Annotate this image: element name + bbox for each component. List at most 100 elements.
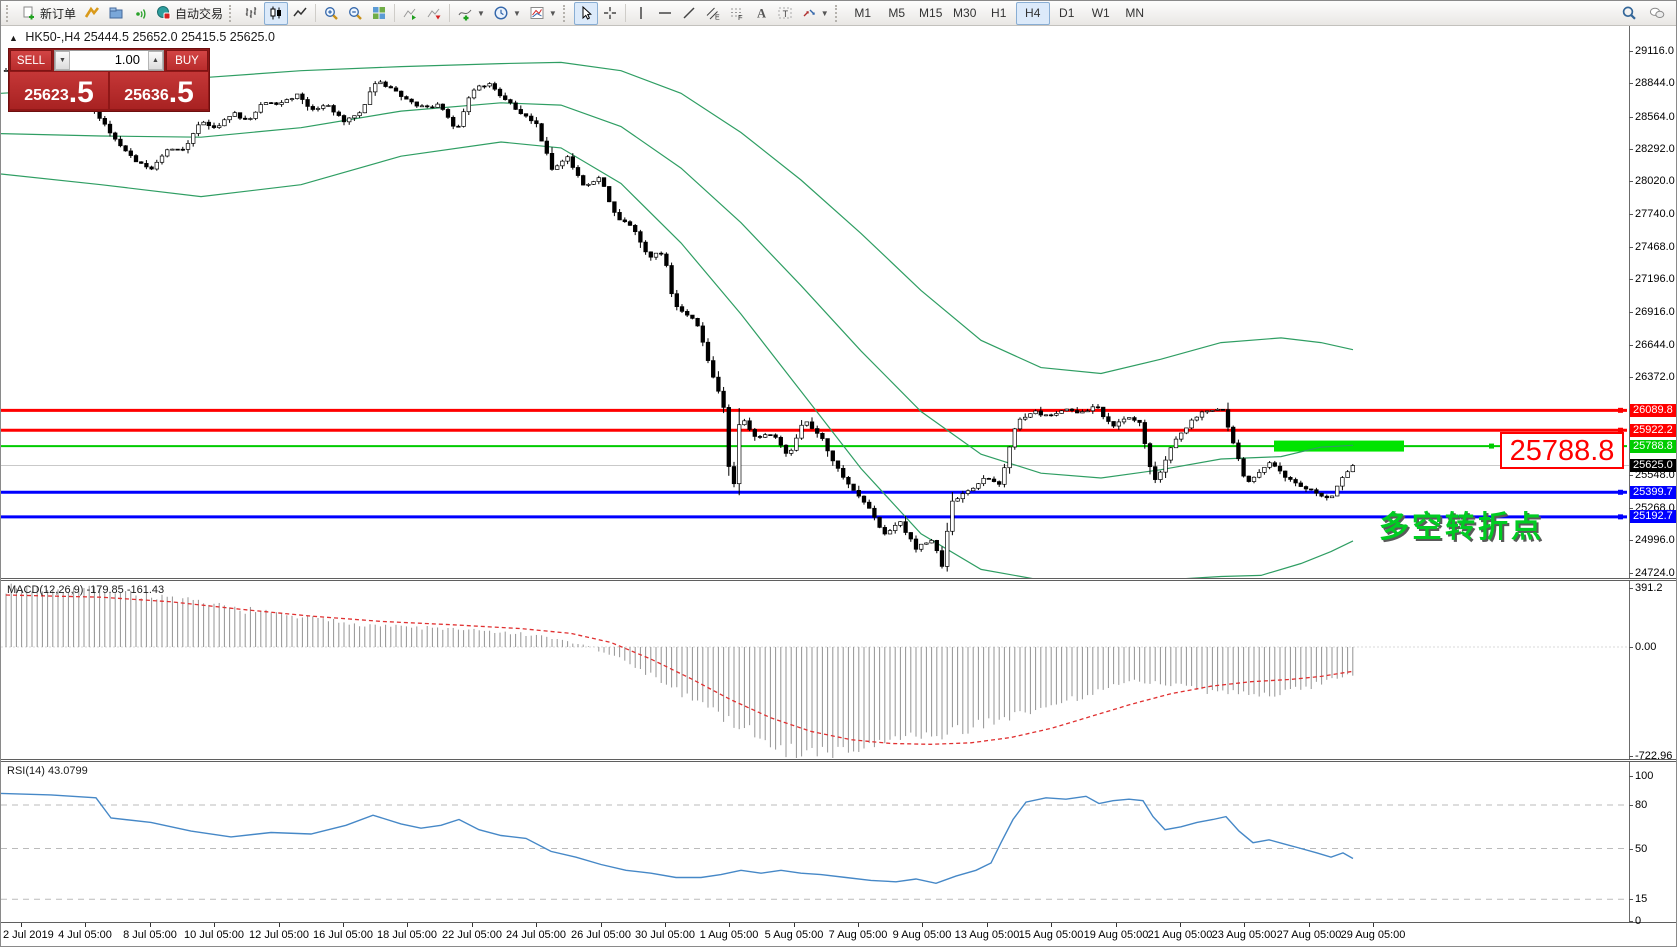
price-axis-label: 29116.0 [1635,45,1674,57]
timeframe-h4[interactable]: H4 [1015,1,1050,25]
price-axis-label: 26372.0 [1635,370,1675,383]
arrows-button[interactable]: ▼ [797,2,833,25]
time-axis-tick [214,923,215,927]
timeframe-mn[interactable]: MN [1125,6,1145,20]
fibonacci-button[interactable]: F [725,2,749,25]
line-chart-button[interactable] [288,2,312,25]
annotation-text[interactable]: 多空转折点 [1379,511,1544,544]
time-axis-tick [729,923,730,927]
zoom-out-button[interactable] [343,2,367,25]
chevron-down-icon[interactable]: ▼ [477,8,485,18]
tile-windows-button[interactable] [367,2,391,25]
timeframe-h1[interactable]: H1 [991,6,1007,20]
zoom-in-icon [323,5,339,21]
price-axis-tick [1629,246,1633,248]
chevron-down-icon[interactable]: ▼ [512,8,521,18]
macd-signal-line [5,594,1354,745]
crosshair-button[interactable] [598,2,622,25]
time-axis-tick [279,923,280,927]
new-order-button[interactable]: 新订单 [17,2,80,25]
rsi-line [1,792,1354,885]
time-axis-tick [922,923,923,927]
auto-trading-button[interactable]: 自动交易 [152,2,227,25]
macd-axis-label: 0.00 [1635,641,1657,653]
auto-scroll-icon [426,5,442,21]
rsi-indicator-panel[interactable] [1,762,1629,922]
toolbar-grip[interactable] [834,4,842,22]
auto-scroll-button[interactable] [422,2,446,25]
macd-indicator-panel[interactable] [1,581,1629,758]
vertical-line-button[interactable] [629,2,653,25]
line-handle[interactable] [1618,407,1623,413]
chevron-down-icon[interactable]: ▼ [548,8,557,18]
time-axis-label: 12 Jul 05:00 [249,929,309,941]
signals-button[interactable] [128,2,152,25]
chevron-down-icon[interactable]: ▼ [820,8,829,18]
periods-button[interactable]: ▼ [489,2,525,25]
candlestick-chart-area[interactable] [1,26,1629,578]
chart-shift-button[interactable] [398,2,422,25]
templates-button[interactable]: ▼ [525,2,561,25]
new-chart-button[interactable] [80,2,104,25]
candlestick-icon [268,5,284,21]
new-order-icon [21,5,37,21]
buy-price-button[interactable]: 25636.5 [110,72,208,109]
equidistant-channel-button[interactable]: E [701,2,725,25]
sell-button[interactable]: SELL [10,50,52,71]
chat-button[interactable] [1645,2,1669,25]
toolbar-grip[interactable] [562,4,570,22]
zoom-in-button[interactable] [319,2,343,25]
cursor-button[interactable] [573,1,598,25]
line-handle[interactable] [1618,489,1623,495]
rsi-label: RSI(14) 43.0799 [7,765,88,777]
timeframe-m30[interactable]: M30 [953,6,977,20]
collapse-panel-arrow[interactable]: ▲ [9,33,18,43]
price-axis-tick [1629,148,1633,150]
horizontal-line-button[interactable] [653,2,677,25]
toolbar-separator [315,4,317,22]
buy-button[interactable]: BUY [166,50,208,71]
line-handle[interactable] [1489,443,1494,449]
sell-price-button[interactable]: 25623.5 [10,72,108,109]
time-axis-tick [1373,923,1374,927]
text-label-button[interactable]: T [773,2,797,25]
symbol-period-label: HK50-,H4 [25,30,81,44]
price-axis-tick [1629,572,1633,574]
line-handle[interactable] [1618,514,1623,520]
profiles-button[interactable] [104,2,128,25]
svg-text:F: F [738,13,743,21]
price-axis-badge: 25922.2 [1630,423,1676,437]
volume-increase-button[interactable]: ▲ [148,51,163,70]
price-axis-label: 28292.0 [1635,142,1675,155]
price-callout-box[interactable]: 25788.8 [1500,432,1624,469]
toolbar-grip[interactable] [6,4,13,22]
time-axis-tick [472,923,473,927]
timeframe-m5[interactable]: M5 [888,6,906,20]
rsi-axis-label: 15 [1635,893,1648,906]
timeframe-w1[interactable]: W1 [1091,6,1110,20]
line-handle[interactable] [1618,427,1623,433]
time-axis-tick [536,923,537,927]
price-axis-tick [1629,474,1633,476]
time-axis[interactable]: 2 Jul 2019 4 Jul 05:00 8 Jul 05:00 10 Jul 0… [1,922,1676,946]
time-axis-label: 21 Aug 05:00 [1147,929,1213,941]
trendline-button[interactable] [677,2,701,25]
timeframe-m15[interactable]: M15 [919,6,943,20]
text-button[interactable]: A [749,2,773,25]
rsi-axis-tick [1629,899,1633,901]
panel-divider[interactable] [1,578,1676,581]
zoom-out-icon [347,5,363,21]
timeframe-d1[interactable]: D1 [1059,6,1075,20]
templates-icon [529,5,545,21]
timeframe-m1[interactable]: M1 [854,6,872,20]
panel-divider[interactable] [1,759,1676,762]
indicators-button[interactable]: ▼ [453,2,489,25]
volume-input[interactable]: 1.00 [114,52,140,67]
bar-chart-button[interactable] [240,2,264,25]
price-axis-label: 28844.0 [1635,77,1675,90]
toolbar-grip[interactable] [229,4,236,22]
volume-decrease-button[interactable]: ▼ [55,51,70,70]
bollinger-lower [1,141,1354,578]
candlestick-button[interactable] [264,1,289,25]
search-button[interactable] [1617,2,1641,25]
